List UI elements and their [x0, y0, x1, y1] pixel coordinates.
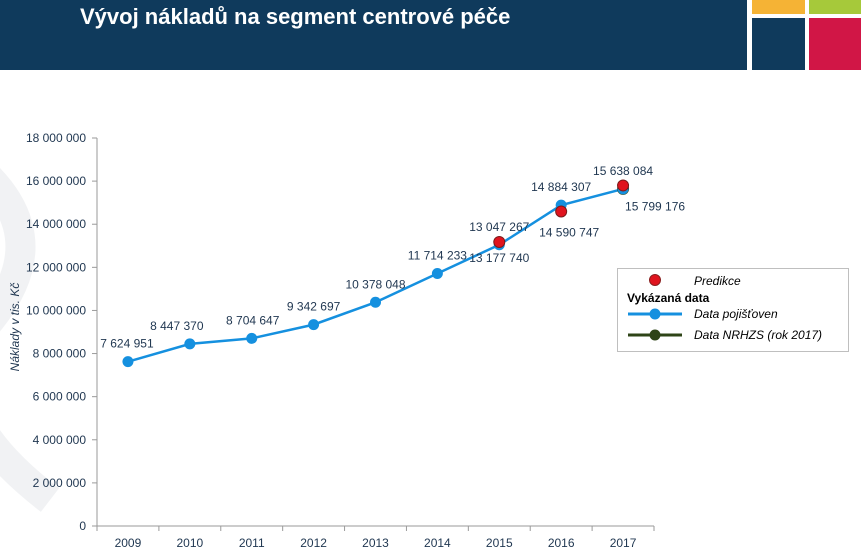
x-tick-label: 2015 — [486, 536, 513, 550]
y-tick-label: 6 000 000 — [33, 390, 87, 404]
data-label: 8 447 370 — [150, 319, 204, 333]
chart-legend: Predikce Vykázaná data Data pojišťoven D… — [617, 268, 849, 352]
decor-tile-red — [809, 18, 861, 70]
legend-markers — [628, 274, 682, 341]
legend-heading: Vykázaná data — [627, 291, 710, 305]
y-tick-label: 14 000 000 — [26, 217, 86, 231]
y-axis-label: Náklady v tis. Kč — [8, 283, 22, 372]
legend-nrhzs-marker — [649, 329, 661, 341]
data-label: 7 624 951 — [100, 337, 154, 351]
data-point — [370, 296, 381, 308]
legend-prediction-label: Predikce — [694, 274, 741, 288]
y-tick-label: 2 000 000 — [33, 476, 87, 490]
x-tick-label: 2013 — [362, 536, 389, 550]
y-tick-label: 8 000 000 — [33, 347, 87, 361]
data-label: 14 884 307 — [531, 180, 591, 194]
y-tick-label: 18 000 000 — [26, 131, 86, 145]
y-tick-label: 16 000 000 — [26, 174, 86, 188]
y-tick-label: 10 000 000 — [26, 303, 86, 317]
data-label: 9 342 697 — [287, 300, 341, 314]
prediction-point — [493, 235, 506, 248]
x-tick-label: 2011 — [239, 536, 265, 550]
legend-nrhzs-label: Data NRHZS (rok 2017) — [694, 328, 823, 342]
data-label: 13 047 267 — [469, 220, 529, 234]
y-axis: 0 2 000 000 4 000 000 6 000 000 8 000 000 10 … — [26, 131, 98, 533]
data-point — [308, 319, 320, 331]
data-point — [431, 267, 443, 279]
data-labels: 7 624 951 8 447 370 8 704 647 9 342 697 10 3… — [100, 164, 685, 351]
legend-insurers-marker — [649, 308, 661, 320]
x-tick-label: 2017 — [610, 536, 637, 550]
x-tick-label: 2012 — [300, 536, 327, 550]
decor-tile-orange — [752, 0, 805, 14]
watermark-swoosh — [0, 168, 60, 512]
prediction-point — [555, 205, 568, 218]
series-line-insurers — [127, 187, 624, 363]
prediction-label: 13 177 740 — [469, 251, 529, 265]
prediction-point — [617, 179, 630, 192]
data-label: 15 638 084 — [593, 164, 653, 178]
data-label: 11 714 233 — [408, 248, 467, 262]
x-axis: 2009 2010 2011 2012 2013 2014 2015 2016 2017 — [96, 525, 655, 550]
data-point — [184, 338, 196, 350]
x-tick-label: 2010 — [176, 536, 203, 550]
decor-tile-green — [809, 0, 861, 14]
series-layer — [122, 179, 630, 368]
y-tick-label: 12 000 000 — [26, 260, 86, 274]
data-label: 10 378 048 — [345, 277, 405, 291]
data-point — [246, 332, 258, 344]
data-label: 8 704 647 — [226, 313, 280, 327]
legend-prediction-marker — [649, 274, 661, 286]
slide-header: Vývoj nákladů na segment centrové péče — [0, 0, 747, 70]
prediction-label: 15 799 176 — [625, 199, 685, 213]
x-tick-label: 2016 — [548, 536, 575, 550]
x-tick-label: 2014 — [424, 536, 451, 550]
page-title: Vývoj nákladů na segment centrové péče — [80, 4, 511, 29]
prediction-label: 14 590 747 — [539, 225, 599, 239]
decor-tile-navy — [752, 18, 805, 70]
y-tick-label: 0 — [79, 519, 86, 533]
y-tick-label: 4 000 000 — [33, 433, 87, 447]
legend-insurers-label: Data pojišťoven — [694, 307, 778, 321]
data-point — [122, 356, 134, 368]
x-tick-label: 2009 — [115, 536, 142, 550]
